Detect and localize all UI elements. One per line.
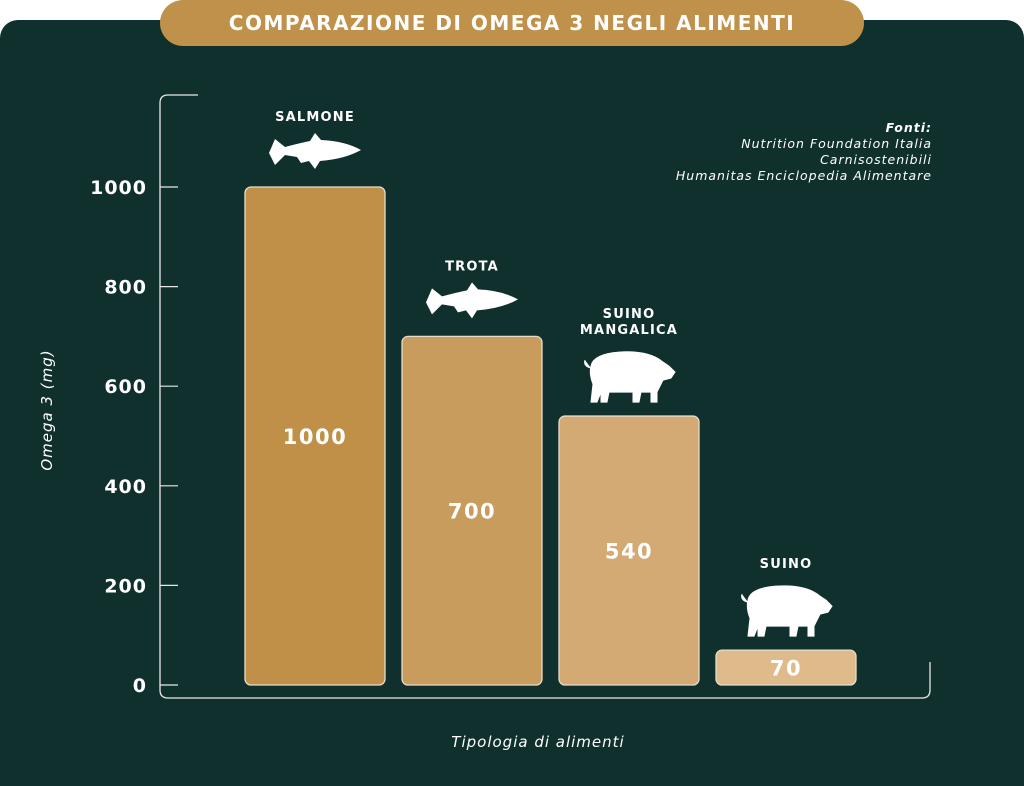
category-label: SALMONE [275,110,355,125]
chart-title: COMPARAZIONE DI OMEGA 3 NEGLI ALIMENTI [160,0,864,46]
y-tick-label: 0 [133,675,147,697]
pig-icon [741,585,833,637]
bar-group: 1000 SALMONE [244,110,386,686]
bar-value-label: 540 [605,540,653,564]
fish-icon [269,133,361,169]
bar-value-label: 1000 [283,425,347,449]
source-item: Carnisostenibili [820,152,932,167]
y-tick-label: 400 [104,476,147,498]
y-axis-label: Omega 3 (mg) [38,349,56,470]
axis-frame [159,94,931,699]
y-tick-label: 800 [104,277,147,299]
y-tick-label: 1000 [90,177,147,199]
woolly-pig-icon [584,351,676,403]
bar-value-label: 70 [770,657,802,681]
category-label: TROTA [445,259,499,274]
bar-group: 70 SUINO [715,557,857,686]
y-tick-label: 600 [104,376,147,398]
bar-value-label: 700 [448,500,496,524]
bar [558,415,700,686]
bar [715,649,857,686]
source-item: Humanitas Enciclopedia Alimentare [676,168,932,183]
category-label: SUINO [603,307,656,322]
category-label: MANGALICA [580,323,678,338]
y-tick-label: 200 [104,575,147,597]
bar [401,335,543,686]
fish-icon [426,282,518,319]
bar [244,186,386,686]
source-item: Nutrition Foundation Italia [741,136,932,151]
sources-heading: Fonti: [886,120,932,135]
bar-group: 700 TROTA [401,259,543,686]
sources-note: Fonti: Nutrition Foundation Italia Carni… [676,120,932,183]
category-label: SUINO [760,557,813,572]
x-axis-label: Tipologia di alimenti [451,733,624,751]
